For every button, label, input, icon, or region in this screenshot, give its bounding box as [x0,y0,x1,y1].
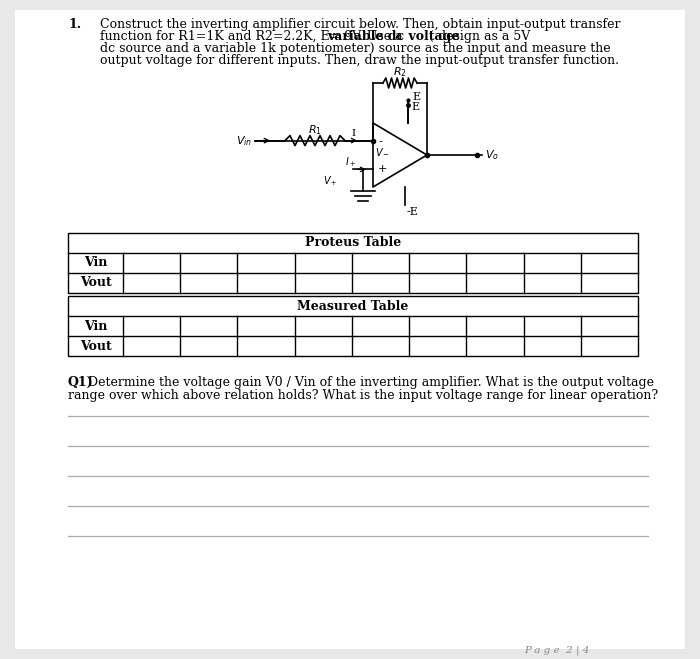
Text: output voltage for different inputs. Then, draw the input-output transfer functi: output voltage for different inputs. The… [100,54,619,67]
Text: I: I [352,129,356,138]
Bar [68,233,638,293]
Text: Q1): Q1) [68,376,94,389]
Text: E: E [412,92,420,102]
Text: $V_o$: $V_o$ [485,148,499,162]
Text: Vin: Vin [84,320,107,333]
Text: $R_2$: $R_2$ [393,65,407,79]
Text: P a g e  2 | 4: P a g e 2 | 4 [524,645,590,655]
Text: Vin: Vin [84,256,107,270]
Text: Vout: Vout [80,277,111,289]
Text: +: + [378,164,387,175]
Text: -: - [378,136,382,146]
Text: $V_-$: $V_-$ [375,146,390,157]
Text: E: E [411,102,419,112]
Text: $V_{in}$: $V_{in}$ [236,134,252,148]
Text: function for R1=1K and R2=2.2K, E= 9V. Use a: function for R1=1K and R2=2.2K, E= 9V. U… [100,30,407,43]
Text: Determine the voltage gain V0 / Vin of the inverting amplifier. What is the outp: Determine the voltage gain V0 / Vin of t… [84,376,654,389]
Text: variable dc voltage: variable dc voltage [328,30,460,43]
Polygon shape [373,123,427,187]
Text: Measured Table: Measured Table [298,299,409,312]
Text: Proteus Table: Proteus Table [305,237,401,250]
Text: $I_+$: $I_+$ [346,156,356,169]
Text: dc source and a variable 1k potentiometer) source as the input and measure the: dc source and a variable 1k potentiomete… [100,42,610,55]
Bar [68,296,638,356]
Text: ( design as a 5V: ( design as a 5V [425,30,531,43]
Text: $V_+$: $V_+$ [323,175,338,188]
Text: range over which above relation holds? What is the input voltage range for linea: range over which above relation holds? W… [68,389,658,402]
Text: -E: -E [407,207,419,217]
Text: $R_1$: $R_1$ [308,123,322,136]
Text: Vout: Vout [80,339,111,353]
Text: 1.: 1. [68,18,81,31]
Text: Construct the inverting amplifier circuit below. Then, obtain input-output trans: Construct the inverting amplifier circui… [100,18,620,31]
